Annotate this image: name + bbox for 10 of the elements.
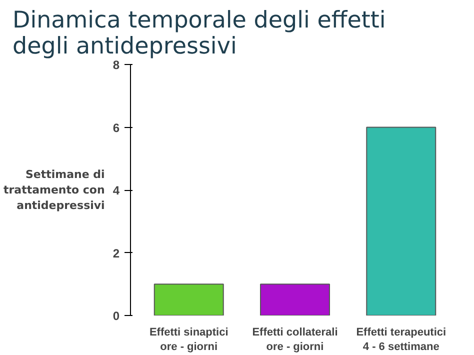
- y-tick-label: 8: [112, 58, 120, 72]
- y-tick-label: 2: [112, 246, 120, 260]
- y-tick-label: 0: [112, 309, 120, 323]
- chart-title: Dinamica temporale degli effetti degli antidepressivi: [12, 8, 386, 60]
- x-tick-label: Effetti terapeutici 4 - 6 settimane: [356, 326, 446, 353]
- y-tick-label: 6: [112, 120, 120, 135]
- x-tick-label: Effetti sinaptici ore - giorni: [149, 326, 228, 353]
- y-tick-label: 4: [112, 184, 120, 198]
- y-axis-title: Settimane di trattamento con antidepressivi: [3, 168, 105, 212]
- x-tick-label: Effetti collaterali ore - giorni: [252, 326, 338, 353]
